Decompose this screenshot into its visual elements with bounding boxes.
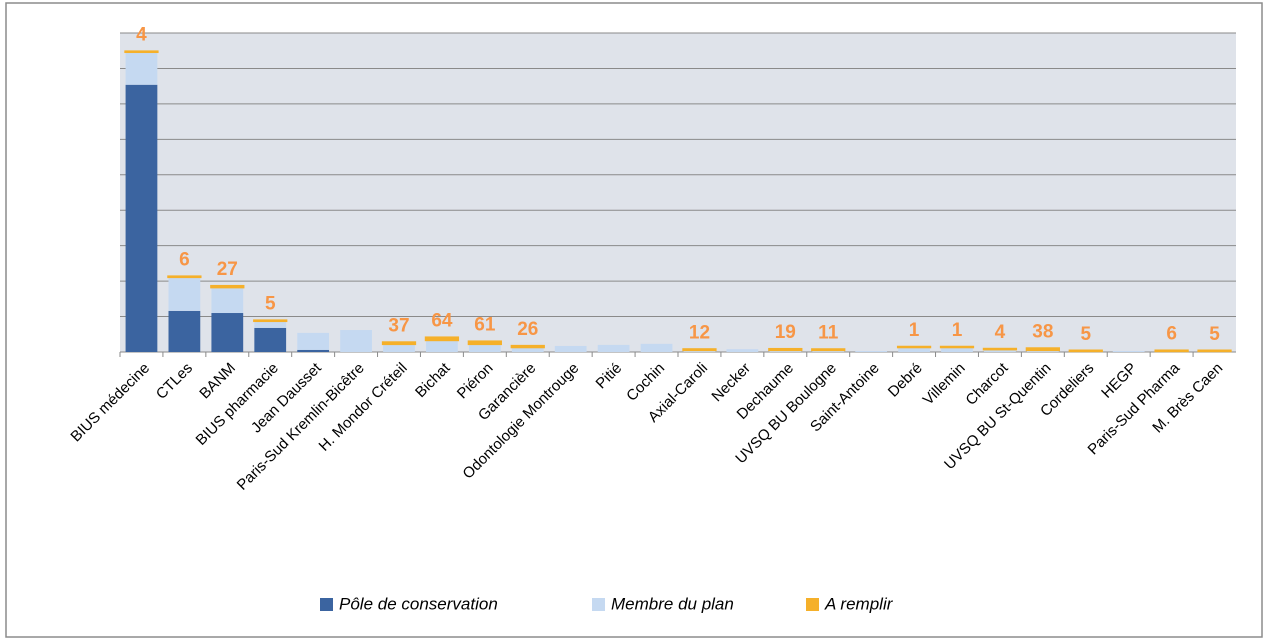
- bar-segment: [467, 340, 502, 346]
- bar-segment: [1025, 347, 1060, 352]
- bar-segment: [640, 343, 673, 352]
- bar-segment: [510, 344, 545, 349]
- bar-segment: [211, 287, 244, 314]
- data-label: 27: [217, 259, 238, 280]
- bar-segment: [597, 344, 630, 352]
- legend-swatch: [592, 598, 605, 611]
- bar-segment: [424, 336, 460, 342]
- bar-segment: [254, 327, 287, 352]
- legend-swatch: [320, 598, 333, 611]
- data-label: 1: [952, 320, 963, 341]
- bar-segment: [383, 343, 415, 352]
- bar-segment: [210, 284, 245, 289]
- data-label: 37: [388, 316, 409, 337]
- data-label: 5: [1209, 324, 1220, 345]
- bar-segment: [768, 347, 803, 352]
- data-label: 11: [818, 322, 839, 343]
- data-label: 4: [136, 25, 147, 46]
- bar-segment: [340, 330, 372, 352]
- bar-segment: [297, 332, 330, 350]
- legend-label: Membre du plan: [611, 594, 734, 613]
- bar-segment: [297, 349, 330, 352]
- data-label: 5: [1080, 324, 1091, 345]
- data-label: 6: [1166, 324, 1177, 345]
- bar-segment: [984, 349, 1016, 352]
- data-label: 26: [517, 319, 538, 340]
- bar-segment: [511, 347, 544, 352]
- bar-segment: [168, 310, 201, 352]
- bar-segment: [554, 345, 587, 352]
- bar-segment: [168, 276, 201, 311]
- data-label: 4: [995, 322, 1006, 343]
- legend-label: Pôle de conservation: [339, 594, 498, 613]
- bar-segment: [1112, 350, 1145, 352]
- data-label: 6: [179, 250, 190, 271]
- bar-segment: [381, 341, 417, 346]
- bar-segment: [468, 343, 501, 352]
- plot-area: [120, 33, 1236, 352]
- legend-swatch: [806, 598, 819, 611]
- data-label: 38: [1032, 322, 1053, 343]
- data-label: 1: [909, 320, 920, 341]
- bar-segment: [125, 51, 158, 85]
- data-label: 61: [474, 315, 496, 336]
- bar-segment: [855, 350, 888, 352]
- data-label: 19: [775, 322, 796, 343]
- data-label: 5: [265, 294, 276, 315]
- bar-segment: [125, 84, 158, 352]
- bar-segment: [211, 313, 244, 352]
- bar-segment: [254, 320, 287, 328]
- bar-segment: [426, 339, 458, 352]
- bar-segment: [726, 349, 759, 352]
- legend-label: A remplir: [824, 594, 894, 613]
- data-label: 12: [689, 322, 710, 343]
- bar-segment: [898, 347, 930, 352]
- data-label: 64: [431, 311, 453, 332]
- bar-segment: [941, 347, 973, 352]
